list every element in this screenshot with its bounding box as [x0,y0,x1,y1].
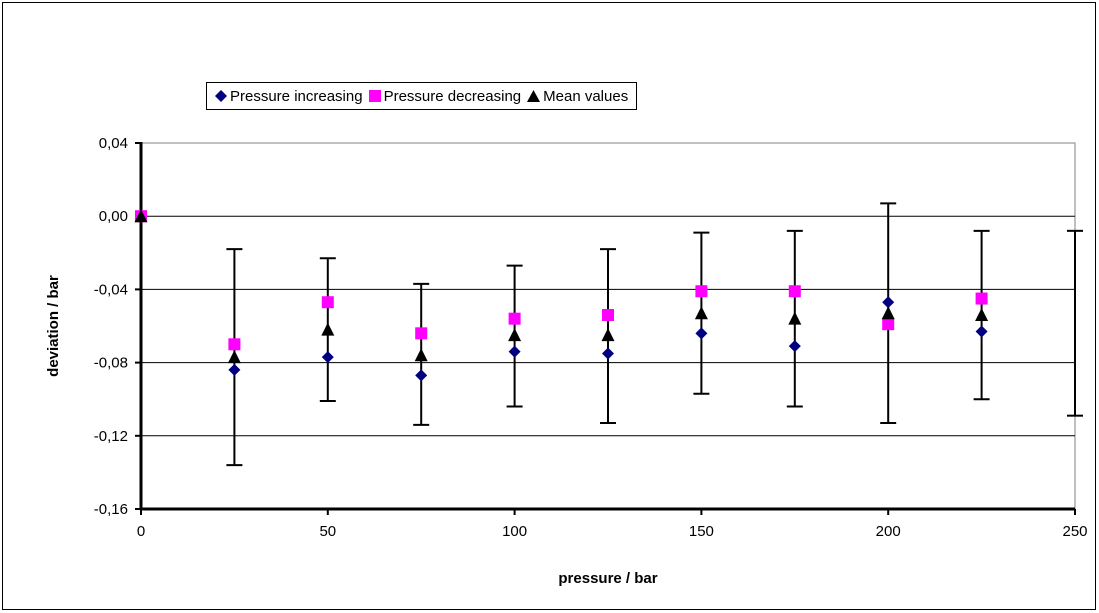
y-tick-label: -0,08 [94,355,128,372]
legend-label: Pressure increasing [230,87,363,105]
data-point-pressure-increasing [602,347,614,360]
data-point-mean-values [134,209,148,223]
data-point-mean-values [694,306,708,320]
data-point-mean-values [321,322,335,336]
data-point-pressure-decreasing [321,296,334,309]
x-tick-labels: 0 50 100 150 200 250 [137,523,1088,540]
data-point-mean-values [975,308,989,322]
data-markers [134,209,989,382]
data-point-pressure-decreasing [602,309,614,322]
legend-label: Mean values [543,87,629,105]
x-tick-label: 0 [137,523,145,540]
data-point-pressure-decreasing [508,312,521,325]
data-point-pressure-decreasing [882,318,895,331]
data-point-pressure-increasing [882,296,895,309]
x-tick-label: 250 [1062,523,1087,540]
data-point-pressure-increasing [975,325,988,338]
legend-label: Pressure decreasing [383,87,522,105]
y-tick-label: -0,16 [94,501,128,518]
data-point-pressure-decreasing [975,292,988,305]
data-point-mean-values [881,306,895,320]
x-axis-title: pressure / bar [558,570,657,587]
data-point-pressure-increasing [508,345,521,358]
x-tick-label: 100 [502,523,527,540]
y-axis-title: deviation / bar [45,275,62,377]
x-tick-label: 50 [319,523,336,540]
data-point-pressure-decreasing [788,285,801,298]
error-bars [226,202,1083,467]
x-tick-label: 150 [689,523,714,540]
square-marker-icon [368,90,381,102]
data-point-pressure-increasing [321,351,334,364]
data-point-pressure-decreasing [695,285,708,298]
data-point-mean-values [601,328,615,342]
y-tick-labels: 0,04 0,00 -0,04 -0,08 -0,12 -0,16 [94,135,128,518]
diamond-marker-icon [215,90,227,102]
legend: Pressure increasing Pressure decreasing … [206,82,638,110]
y-tick-label: 0,00 [99,208,128,225]
data-point-mean-values [414,348,428,362]
data-point-pressure-increasing [788,340,801,353]
data-point-mean-values [227,350,241,364]
y-tick-label: 0,04 [99,135,128,152]
y-tick-label: -0,12 [94,428,128,445]
legend-item-pressure-decreasing: Pressure decreasing [368,87,522,105]
data-point-pressure-increasing [695,327,708,340]
data-point-pressure-increasing [415,369,428,382]
data-point-pressure-increasing [228,363,241,376]
y-tick-label: -0,04 [94,281,128,298]
error-bar [1067,229,1083,417]
triangle-marker-icon [527,90,541,102]
axes [135,142,1076,515]
data-point-pressure-decreasing [228,338,241,351]
x-tick-label: 200 [876,523,901,540]
legend-item-mean-values: Mean values [527,88,628,105]
legend-item-pressure-increasing: Pressure increasing [215,88,363,105]
data-point-mean-values [508,328,522,342]
data-point-mean-values [788,311,802,325]
data-point-pressure-decreasing [415,327,428,340]
